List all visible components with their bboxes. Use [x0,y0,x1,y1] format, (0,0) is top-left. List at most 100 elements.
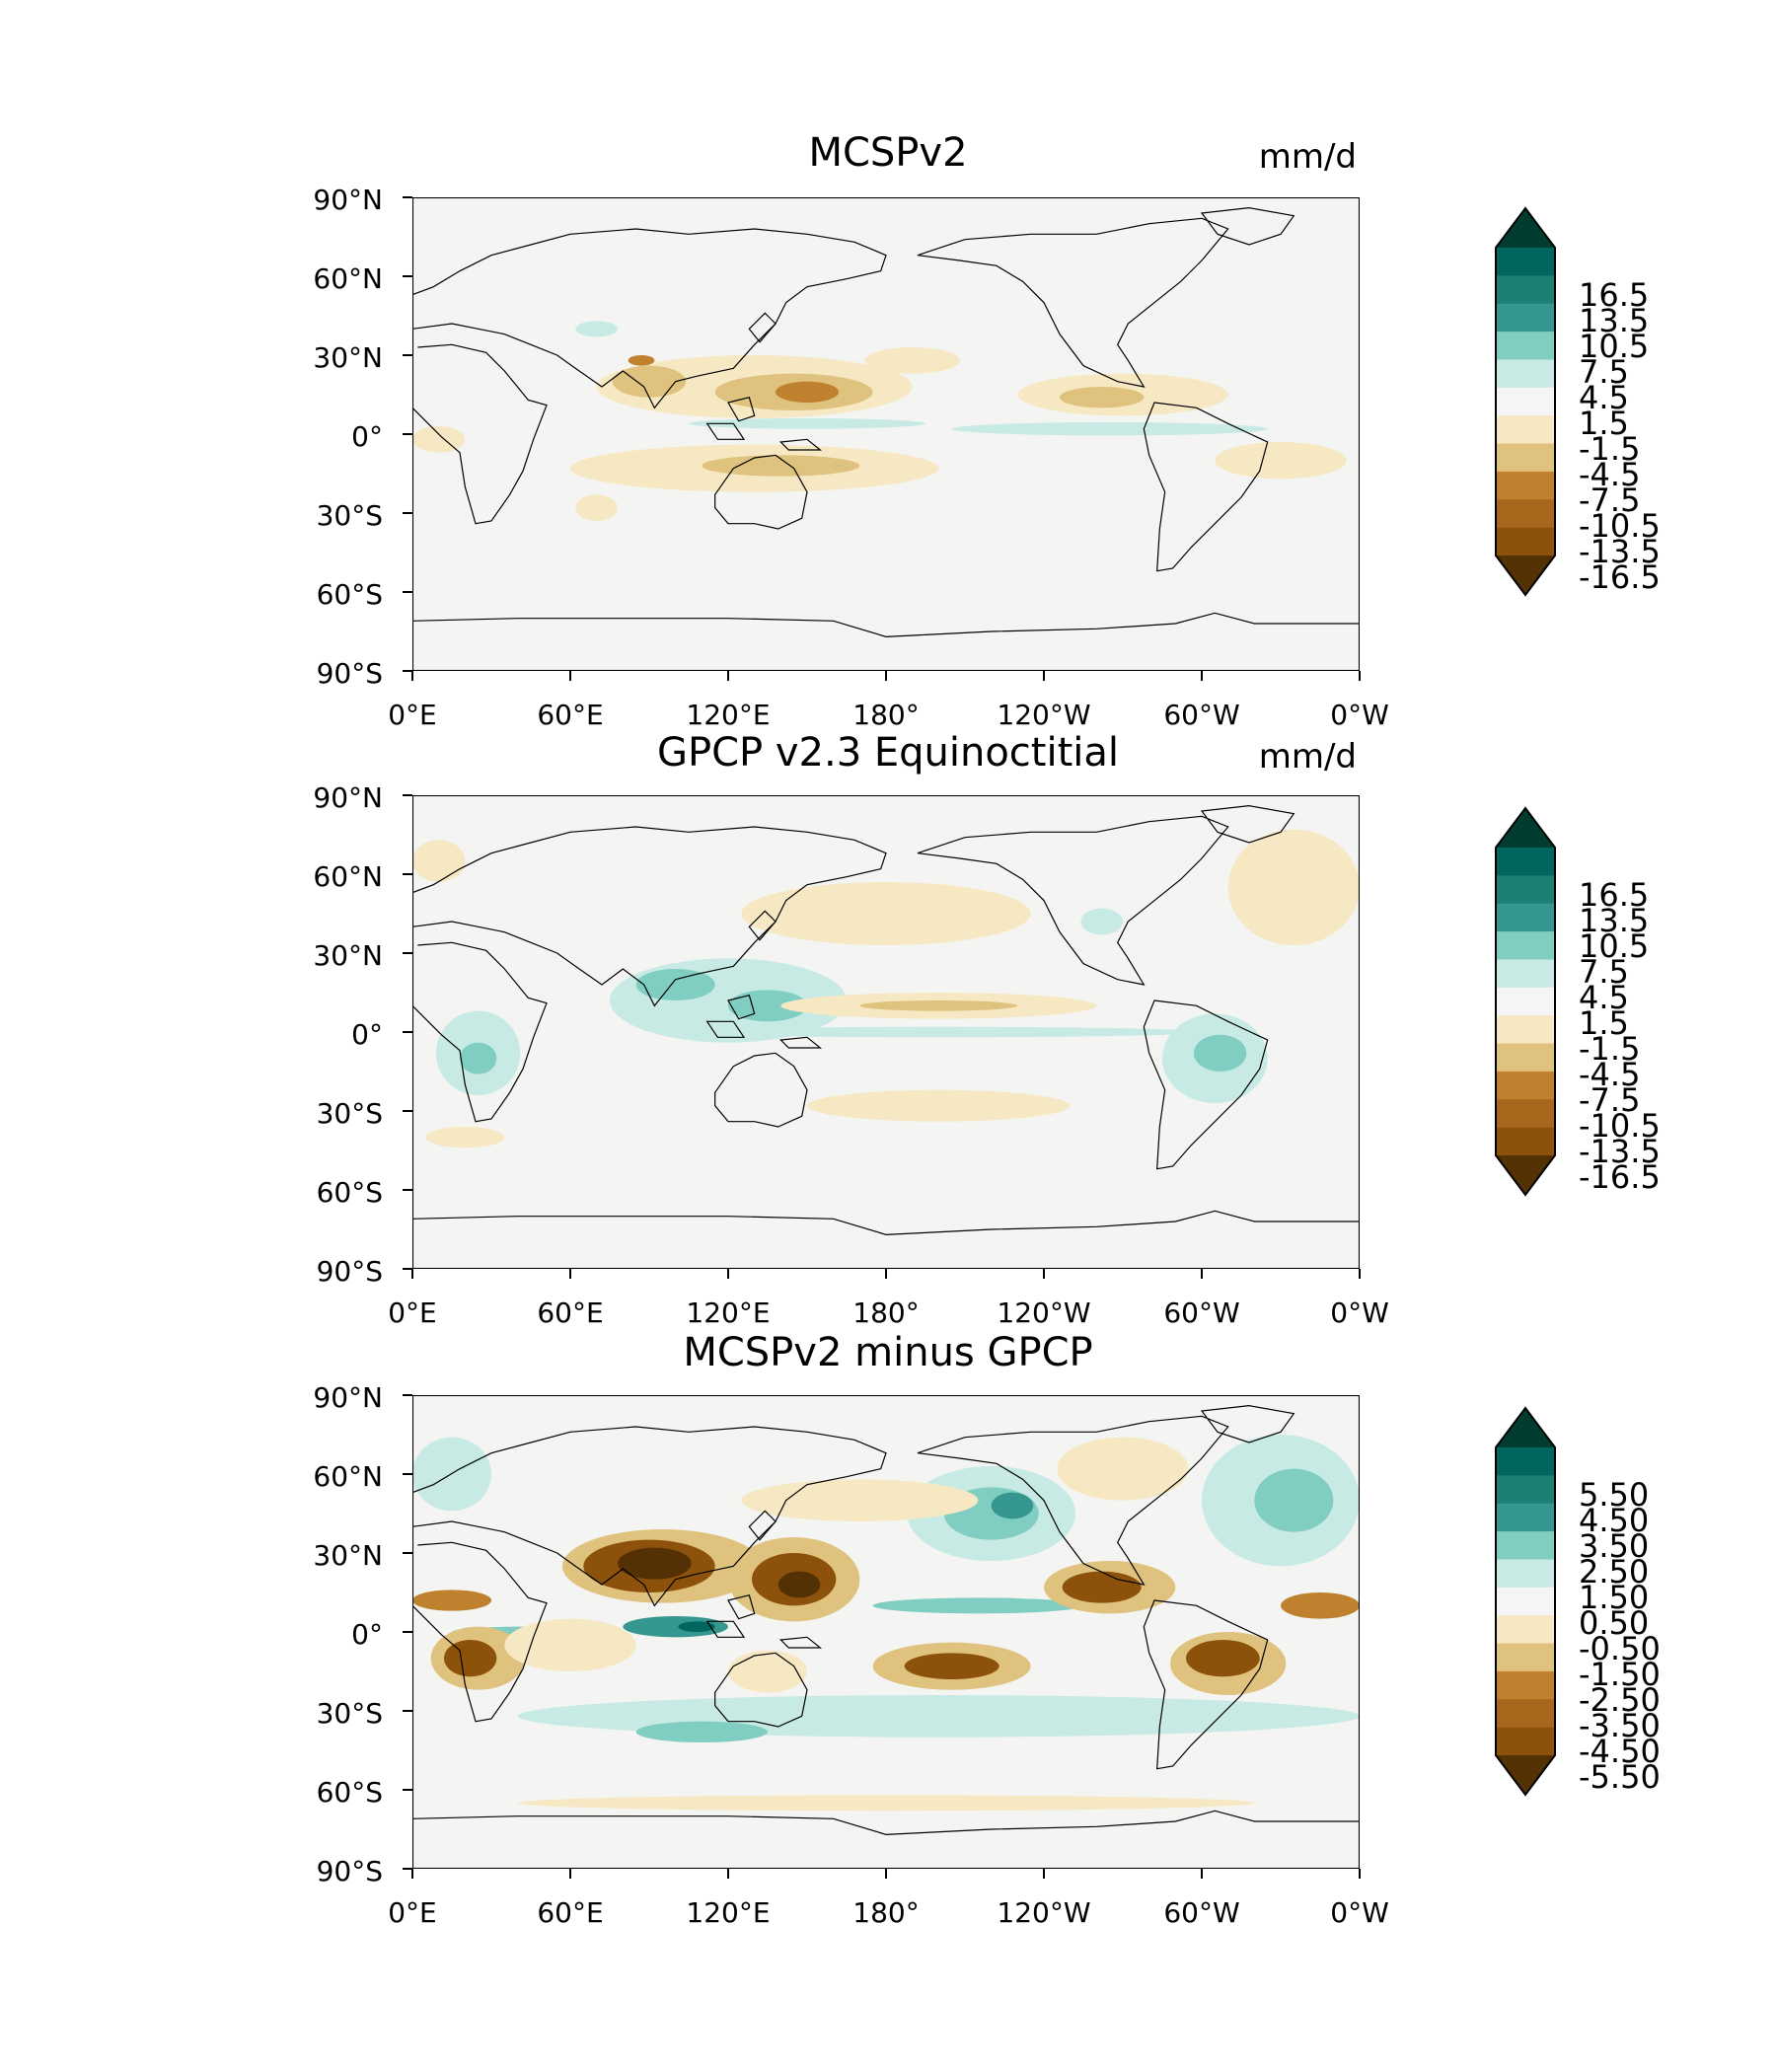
colorbar-label: 7.5 [1579,353,1629,391]
lon-tick-label: 0°E [388,1896,437,1929]
lat-tick-label: 60°N [313,1460,383,1493]
units-label: mm/d [1259,737,1357,777]
colorbar-label: 1.5 [1579,405,1629,442]
precip-patch [1227,829,1360,945]
precip-patch [702,455,860,477]
lat-tick-marks [403,196,412,672]
ocean-background [412,197,1360,671]
coastline-eurasia [412,826,887,1007]
precip-patch [872,1597,1083,1614]
precip-patch [628,355,655,366]
coastline-antarctica [412,612,1360,637]
precip-patch [623,1616,728,1638]
lon-tick-label: 120°E [686,1296,770,1329]
colorbar-bands [1496,1408,1555,1795]
precip-patch [1186,1640,1260,1677]
colorbar-label: -5.50 [1579,1758,1661,1796]
precip-patch [951,422,1268,436]
lat-tick-marks [403,794,412,1270]
colorbar-label: 7.5 [1579,953,1629,991]
colorbar-label: 4.50 [1579,1502,1649,1539]
colorbar-band [1496,1071,1555,1100]
lon-axis: 0°E 60°E 120°E 180° 120°W 60°W 0°W [388,671,1389,731]
precip-patch [618,1547,692,1580]
colorbar-label: 5.50 [1579,1476,1649,1514]
lon-tick-label: 120°W [997,1896,1090,1929]
colorbar-label: 16.5 [1579,276,1649,314]
colorbar-label: -10.5 [1579,507,1661,545]
lat-tick-label: 60°N [313,262,383,295]
precip-patch [612,365,687,398]
colorbar-band [1496,1670,1555,1700]
panel-title: MCSPv2 [808,130,967,176]
lon-tick-marks [411,671,1361,681]
colorbar-band [1496,1127,1555,1156]
colorbar-extend-min [1496,555,1555,595]
lon-tick-label: 0°W [1330,1296,1389,1329]
colorbar-label: -16.5 [1579,558,1661,596]
precip-patch [1080,908,1123,935]
colorbar-label: 1.50 [1579,1579,1649,1616]
colorbar-label: -13.5 [1579,533,1661,570]
lon-tick-label: 0°E [388,699,437,731]
precip-patch [412,1590,491,1611]
precip-patch [1062,1571,1142,1603]
colorbar-band [1496,1447,1555,1476]
colorbar-label: -10.5 [1579,1107,1661,1145]
lon-tick-label: 60°E [537,1296,603,1329]
colorbar-band [1496,471,1555,500]
lon-axis: 0°E 60°E 120°E 180° 120°W 60°W 0°W [388,1269,1389,1329]
coastline-greenland [1200,1405,1295,1443]
lat-tick-label: 90°S [317,657,383,690]
colorbar-label: -1.5 [1579,430,1640,468]
lon-tick-label: 0°W [1330,699,1389,731]
precip-patch [517,1795,1255,1812]
colorbar-labels: 16.5 13.5 10.5 7.5 4.5 1.5 -1.5 -4.5 -7.… [1579,276,1661,596]
lat-tick-label: 30°N [313,341,383,374]
lat-tick-label: 60°N [313,860,383,893]
coastline-islands [705,910,823,1049]
coastlines [412,1405,1360,1835]
precip-patch [425,1127,505,1148]
lat-tick-label: 30°N [313,1539,383,1572]
coastline-eurasia [412,1426,887,1607]
colorbar-label: 0.50 [1579,1604,1649,1642]
precip-patch [1215,442,1347,480]
lat-tick-label: 0° [351,1018,383,1051]
coastline-north-america [917,815,1229,986]
precip-patch [412,426,466,453]
colorbar-bands [1496,808,1555,1195]
lat-tick-label: 90°S [317,1255,383,1288]
precip-patch [859,1000,1018,1011]
coastline-australia [714,1052,808,1128]
precip-patch [635,969,715,1000]
colorbar-label: -7.5 [1579,481,1640,519]
coastline-australia [714,1652,808,1728]
precip-patch [991,1492,1034,1519]
coastline-south-america [1143,999,1269,1170]
coastline-north-america [917,217,1229,388]
coastline-islands [705,312,823,451]
lat-tick-label: 0° [351,420,383,453]
colorbar-extend-max [1496,808,1555,848]
precip-field [412,829,1360,1148]
colorbar-label: -4.5 [1579,456,1640,493]
colorbar-label: 10.5 [1579,927,1649,965]
lon-tick-label: 180° [852,1896,919,1929]
colorbar-label: 10.5 [1579,328,1649,365]
lat-tick-label: 60°S [317,1176,383,1209]
precip-patch [776,381,839,403]
lat-tick-label: 30°S [317,1697,383,1730]
colorbar-label: 2.50 [1579,1553,1649,1591]
colorbar-label: 4.5 [1579,379,1629,416]
lon-tick-label: 120°W [997,699,1090,731]
colorbar-outline [1495,206,1556,597]
coastline-greenland [1200,207,1295,246]
precip-patch [728,1650,807,1693]
lat-tick-label: 90°N [313,184,383,216]
colorbar-extend-max [1496,1408,1555,1447]
lon-tick-label: 120°W [997,1296,1090,1329]
colorbar-band [1496,443,1555,473]
coastline-antarctica [412,1810,1360,1835]
colorbar-outline [1495,1406,1556,1797]
